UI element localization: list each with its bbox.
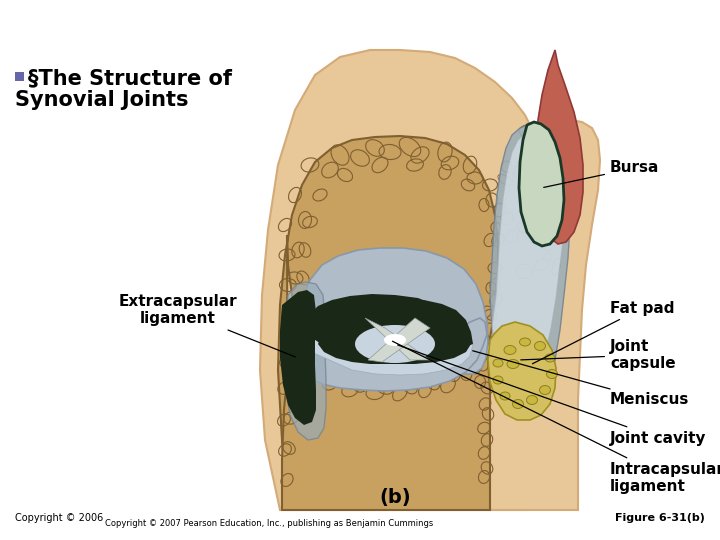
- Text: (b): (b): [379, 489, 411, 508]
- Polygon shape: [300, 294, 471, 364]
- Polygon shape: [300, 296, 473, 375]
- Polygon shape: [278, 136, 498, 510]
- Ellipse shape: [545, 354, 555, 362]
- Polygon shape: [365, 318, 430, 360]
- Polygon shape: [488, 322, 556, 420]
- Text: Copyright © 2007 Pearson Education, Inc., publishing as Benjamin Cummings: Copyright © 2007 Pearson Education, Inc.…: [105, 519, 433, 529]
- Polygon shape: [490, 124, 570, 418]
- Polygon shape: [296, 318, 487, 391]
- Polygon shape: [534, 50, 583, 244]
- Text: Extracapsular
ligament: Extracapsular ligament: [119, 294, 295, 357]
- Polygon shape: [519, 122, 564, 246]
- Ellipse shape: [355, 325, 435, 363]
- Polygon shape: [318, 299, 473, 364]
- Text: §The Structure of: §The Structure of: [28, 68, 232, 88]
- Polygon shape: [492, 130, 565, 407]
- Polygon shape: [296, 248, 488, 374]
- Ellipse shape: [507, 360, 519, 368]
- Polygon shape: [280, 290, 316, 425]
- Polygon shape: [490, 120, 600, 510]
- Text: Meniscus: Meniscus: [473, 351, 689, 408]
- Ellipse shape: [504, 346, 516, 354]
- Ellipse shape: [493, 376, 503, 384]
- Bar: [15, 72, 24, 81]
- Ellipse shape: [513, 400, 523, 408]
- Ellipse shape: [526, 395, 538, 404]
- Ellipse shape: [534, 341, 546, 350]
- Text: Fat pad: Fat pad: [533, 300, 675, 364]
- Text: Intracapsular
ligament: Intracapsular ligament: [392, 341, 720, 494]
- Text: Joint
capsule: Joint capsule: [521, 339, 675, 371]
- Text: Figure 6-31(b): Figure 6-31(b): [615, 513, 705, 523]
- Ellipse shape: [500, 392, 510, 400]
- Polygon shape: [368, 318, 430, 362]
- Text: Copyright © 2006: Copyright © 2006: [15, 513, 103, 523]
- Polygon shape: [284, 282, 326, 440]
- Ellipse shape: [384, 334, 406, 346]
- Text: Bursa: Bursa: [544, 160, 660, 187]
- Ellipse shape: [520, 338, 531, 346]
- Ellipse shape: [493, 359, 503, 367]
- Ellipse shape: [539, 386, 551, 395]
- Polygon shape: [260, 50, 555, 510]
- Polygon shape: [282, 289, 490, 510]
- Ellipse shape: [546, 369, 557, 379]
- Text: Synovial Joints: Synovial Joints: [15, 90, 189, 110]
- Text: Joint cavity: Joint cavity: [397, 345, 706, 446]
